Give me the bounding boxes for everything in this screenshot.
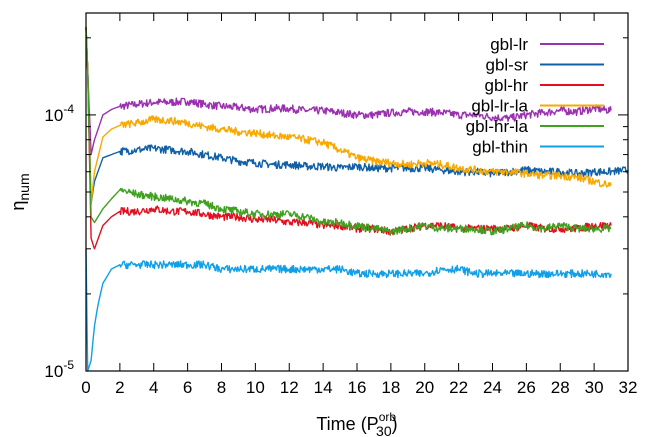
x-tick-label: 24 <box>483 378 502 397</box>
x-tick-label: 12 <box>280 378 299 397</box>
series-line-gbl-thin <box>85 248 612 372</box>
y-axis-title: ηnum <box>8 173 32 210</box>
x-tick-labels: 0 2 4 6 8 10 12 14 16 18 20 22 24 26 28 30 32 <box>81 378 637 397</box>
legend-label-gbl-hr-la: gbl-hr-la <box>466 117 529 136</box>
tick-marks <box>85 13 629 372</box>
x-tick-label: 20 <box>415 378 434 397</box>
x-tick-label: 26 <box>517 378 536 397</box>
x-tick-label: 16 <box>348 378 367 397</box>
series-line-gbl-lr-la <box>85 27 612 205</box>
legend-label-gbl-hr: gbl-hr <box>485 76 529 95</box>
x-tick-label: 18 <box>381 378 400 397</box>
legend-label-gbl-thin: gbl-thin <box>472 138 528 157</box>
plot-frame <box>85 12 629 372</box>
x-tick-label: 2 <box>115 378 124 397</box>
x-axis-title: Time (Porb 30) <box>316 410 397 437</box>
series-line-gbl-lr <box>85 27 612 156</box>
x-tick-label: 10 <box>246 378 265 397</box>
legend-label-gbl-sr: gbl-sr <box>485 56 528 75</box>
x-tick-label: 28 <box>551 378 570 397</box>
y-tick-labels: 10-5 10-4 <box>44 102 74 381</box>
series-group <box>85 27 629 372</box>
x-tick-label: 8 <box>217 378 226 397</box>
series-line-gbl-hr <box>85 27 612 250</box>
x-tick-label: 14 <box>314 378 333 397</box>
x-tick-label: 0 <box>81 378 90 397</box>
legend-label-gbl-lr-la: gbl-lr-la <box>471 97 528 116</box>
x-tick-label: 4 <box>149 378 158 397</box>
x-tick-label: 30 <box>585 378 604 397</box>
x-tick-label: 32 <box>619 378 638 397</box>
x-tick-label: 22 <box>449 378 468 397</box>
series-line-gbl-hr-la <box>85 27 612 236</box>
y-tick-label: 10-5 <box>44 358 74 381</box>
series-line-gbl-sr <box>85 27 629 205</box>
x-tick-label: 6 <box>183 378 192 397</box>
y-tick-label: 10-4 <box>44 102 74 125</box>
legend-label-gbl-lr: gbl-lr <box>490 35 528 54</box>
